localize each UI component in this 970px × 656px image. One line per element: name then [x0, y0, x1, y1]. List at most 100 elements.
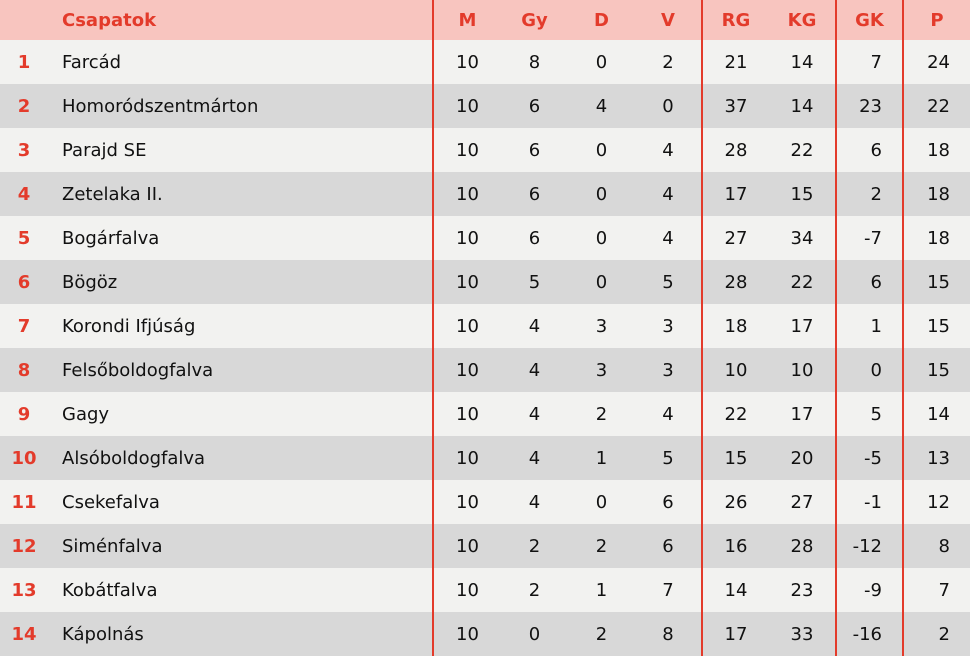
- wins-cell: 6: [528, 95, 541, 117]
- team-name: Felsőboldogfalva: [62, 359, 214, 381]
- header-rank: [0, 0, 48, 40]
- points-cell: 13: [902, 436, 970, 480]
- team-name: Bogárfalva: [62, 227, 160, 249]
- table-row: 9 Gagy 10 4 2 4 22 17 5 14: [0, 392, 970, 436]
- team-name: Zetelaka II.: [62, 183, 163, 205]
- wins-cell: 4: [528, 491, 541, 513]
- goals-against-cell: 10: [790, 359, 814, 381]
- rank-cell: 2: [17, 95, 31, 117]
- team-name: Korondi Ifjúság: [62, 315, 196, 337]
- points-cell: 24: [902, 40, 970, 84]
- rank-cell: 4: [17, 183, 31, 205]
- draws-cell: 0: [595, 227, 608, 249]
- goals-for-cell: 26: [701, 480, 769, 524]
- wins-cell: 6: [528, 139, 541, 161]
- goals-against-cell: 17: [790, 315, 814, 337]
- draws-cell: 0: [595, 271, 608, 293]
- wins-cell: 0: [528, 623, 541, 645]
- rank-cell: 11: [11, 491, 37, 513]
- goals-against-cell: 14: [790, 51, 814, 73]
- header-gk: GK: [835, 0, 903, 40]
- rank-cell: 3: [17, 139, 31, 161]
- goals-against-cell: 33: [790, 623, 814, 645]
- goal-diff-cell: 2: [835, 172, 903, 216]
- goals-against-cell: 20: [790, 447, 814, 469]
- matches-cell: 10: [432, 436, 501, 480]
- goal-diff-cell: -9: [835, 568, 903, 612]
- matches-cell: 10: [432, 172, 501, 216]
- team-name: Bögöz: [62, 271, 118, 293]
- matches-cell: 10: [432, 524, 501, 568]
- goal-diff-cell: 23: [835, 84, 903, 128]
- matches-cell: 10: [432, 260, 501, 304]
- goal-diff-cell: -7: [835, 216, 903, 260]
- matches-cell: 10: [432, 480, 501, 524]
- losses-cell: 0: [662, 95, 674, 117]
- matches-cell: 10: [432, 304, 501, 348]
- draws-cell: 4: [595, 95, 608, 117]
- goals-for-cell: 16: [701, 524, 769, 568]
- team-name: Parajd SE: [62, 139, 147, 161]
- points-cell: 22: [902, 84, 970, 128]
- points-cell: 18: [902, 128, 970, 172]
- matches-cell: 10: [432, 392, 501, 436]
- header-m: M: [432, 0, 501, 40]
- matches-cell: 10: [432, 348, 501, 392]
- draws-cell: 0: [595, 139, 608, 161]
- goal-diff-cell: 6: [835, 260, 903, 304]
- team-name: Farcád: [62, 51, 122, 73]
- header-gy: Gy: [521, 9, 548, 31]
- goal-diff-cell: 7: [835, 40, 903, 84]
- goal-diff-cell: 0: [835, 348, 903, 392]
- team-name: Csekefalva: [62, 491, 160, 513]
- rank-cell: 5: [17, 227, 31, 249]
- header-row: Csapatok M Gy D V RG KG GK P: [0, 0, 970, 40]
- rank-cell: 12: [11, 535, 37, 557]
- goals-for-cell: 14: [701, 568, 769, 612]
- draws-cell: 2: [595, 403, 608, 425]
- rank-cell: 14: [11, 623, 37, 645]
- points-cell: 18: [902, 216, 970, 260]
- draws-cell: 0: [595, 51, 608, 73]
- goal-diff-cell: 6: [835, 128, 903, 172]
- matches-cell: 10: [432, 128, 501, 172]
- losses-cell: 3: [662, 359, 674, 381]
- wins-cell: 8: [528, 51, 541, 73]
- losses-cell: 4: [662, 183, 674, 205]
- goals-for-cell: 28: [701, 128, 769, 172]
- wins-cell: 4: [528, 359, 541, 381]
- goal-diff-cell: 1: [835, 304, 903, 348]
- draws-cell: 2: [595, 535, 608, 557]
- goal-diff-cell: -12: [835, 524, 903, 568]
- draws-cell: 3: [595, 315, 608, 337]
- matches-cell: 10: [432, 84, 501, 128]
- wins-cell: 4: [528, 447, 541, 469]
- goal-diff-cell: -1: [835, 480, 903, 524]
- wins-cell: 4: [528, 403, 541, 425]
- goals-against-cell: 14: [790, 95, 814, 117]
- draws-cell: 0: [595, 183, 608, 205]
- goals-for-cell: 21: [701, 40, 769, 84]
- goals-for-cell: 10: [701, 348, 769, 392]
- draws-cell: 1: [595, 447, 608, 469]
- table-row: 7 Korondi Ifjúság 10 4 3 3 18 17 1 15: [0, 304, 970, 348]
- losses-cell: 4: [662, 139, 674, 161]
- rank-cell: 10: [11, 447, 37, 469]
- wins-cell: 5: [528, 271, 541, 293]
- goals-for-cell: 27: [701, 216, 769, 260]
- wins-cell: 6: [528, 227, 541, 249]
- goals-against-cell: 23: [790, 579, 814, 601]
- losses-cell: 8: [662, 623, 674, 645]
- goals-for-cell: 37: [701, 84, 769, 128]
- table-row: 8 Felsőboldogfalva 10 4 3 3 10 10 0 15: [0, 348, 970, 392]
- points-cell: 7: [902, 568, 970, 612]
- goals-against-cell: 15: [790, 183, 814, 205]
- goals-for-cell: 15: [701, 436, 769, 480]
- team-name: Gagy: [62, 403, 110, 425]
- goals-against-cell: 17: [790, 403, 814, 425]
- team-name: Kápolnás: [62, 623, 144, 645]
- table-row: 14 Kápolnás 10 0 2 8 17 33 -16 2: [0, 612, 970, 656]
- losses-cell: 7: [662, 579, 674, 601]
- header-p: P: [902, 0, 970, 40]
- points-cell: 15: [902, 260, 970, 304]
